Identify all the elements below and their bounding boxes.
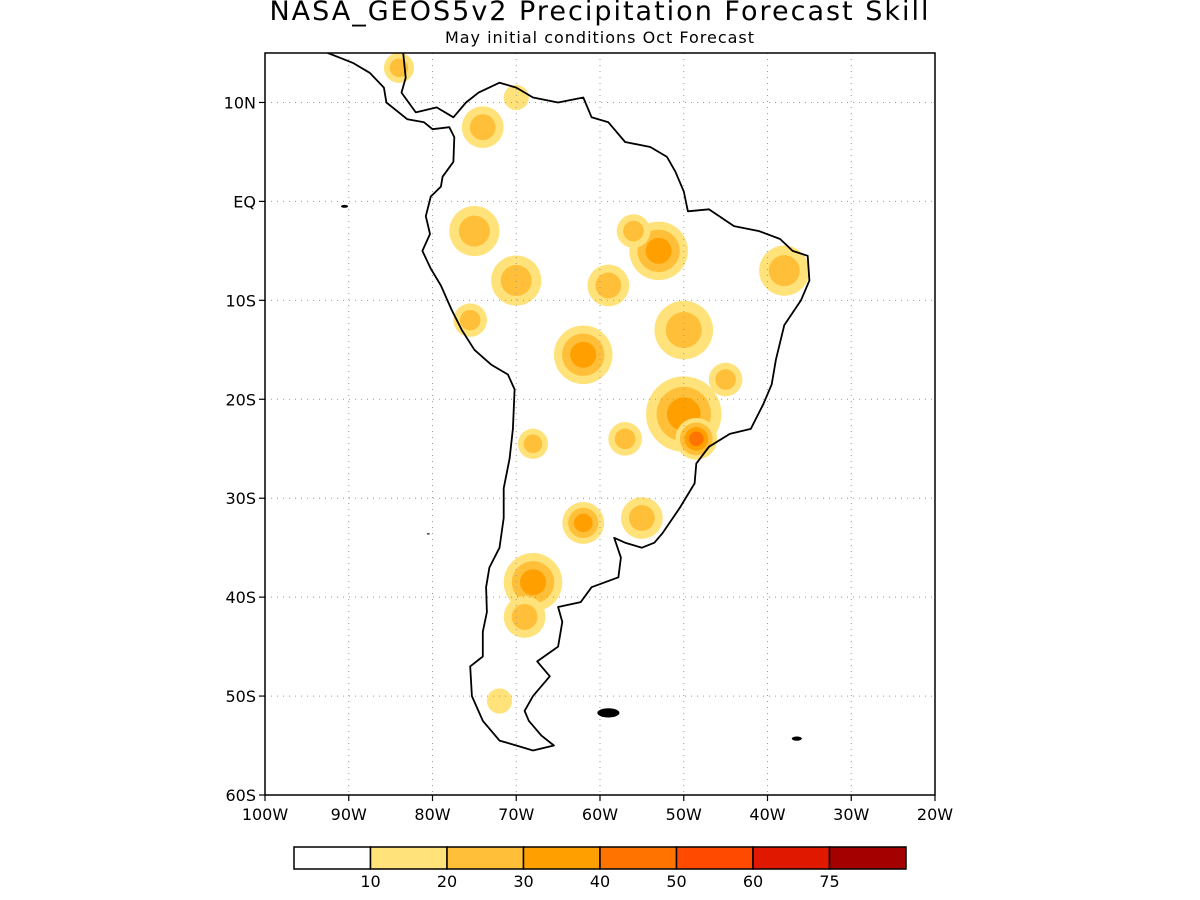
lon-tick-label: 20W [917,805,953,824]
skill-region-21-level-2 [459,309,481,331]
colorbar-swatch-2 [369,846,448,870]
colorbar-label: 60 [743,872,763,891]
colorbar-label: 20 [437,872,457,891]
skill-region-5-level-2 [665,312,702,349]
colorbar: 10 20 30 40 50 60 75 [293,846,907,891]
skill-region-17-level-2 [523,434,543,454]
skill-region-3-level-4 [689,431,704,447]
lat-tick-label: 50S [225,687,256,706]
lat-tick-label: 60S [225,786,256,805]
skill-region-10-level-2 [628,505,655,531]
island-outline [791,736,802,741]
colorbar-label: 40 [590,872,610,891]
lon-tick-label: 60W [582,805,618,824]
skill-region-1-level-3 [570,341,597,368]
skill-region-8-level-2 [511,604,538,630]
colorbar-swatch-1 [293,846,372,870]
south-america-coastline [326,53,811,752]
lon-tick-label: 30W [833,805,869,824]
skill-region-14-level-1 [503,84,529,111]
colorbar-swatch-3 [446,846,525,870]
lat-tick-label: 10N [224,93,256,112]
lat-tick-label: EQ [233,192,256,211]
lon-tick-label: 100W [242,805,289,824]
skill-region-6-level-2 [768,255,800,287]
lon-tick-label: 50W [666,805,702,824]
lat-tick-label: 40S [225,588,256,607]
skill-region-19-level-2 [614,428,636,450]
map-subtitle: May initial conditions Oct Forecast [444,28,756,47]
island-outline [341,204,349,208]
colorbar-label: 30 [513,872,533,891]
skill-shading [383,53,810,714]
skill-region-13-level-2 [469,114,496,141]
skill-region-22-level-2 [715,369,736,390]
lat-tick-label: 20S [225,390,256,409]
skill-region-16-level-1 [486,688,513,714]
island-outline [426,533,430,535]
lon-tick-label: 80W [414,805,450,824]
lon-tick-label: 90W [331,805,367,824]
colorbar-swatch-4 [522,846,601,870]
lon-tick-label: 40W [749,805,785,824]
skill-region-9-level-3 [573,513,593,533]
lat-tick-label: 10S [225,291,256,310]
skill-region-12-level-2 [458,215,490,247]
coastlines [326,53,811,752]
colorbar-label: 50 [666,872,686,891]
map-gridlines [265,53,935,795]
colorbar-label: 10 [360,872,380,891]
map-title: NASA_GEOS5v2 Precipitation Forecast Skil… [269,0,931,27]
skill-region-7-level-3 [520,569,546,596]
skill-region-20-level-2 [623,220,644,242]
colorbar-swatch-8 [828,846,907,870]
skill-region-4-level-3 [645,237,672,264]
colorbar-swatch-7 [752,846,831,870]
colorbar-label: 75 [819,872,839,891]
skill-region-18-level-2 [595,272,622,299]
lon-tick-label: 70W [498,805,534,824]
skill-region-11-level-2 [500,265,532,297]
colorbar-swatch-5 [599,846,678,870]
island-outline [597,708,620,718]
lat-tick-label: 30S [225,489,256,508]
colorbar-swatch-6 [675,846,754,870]
